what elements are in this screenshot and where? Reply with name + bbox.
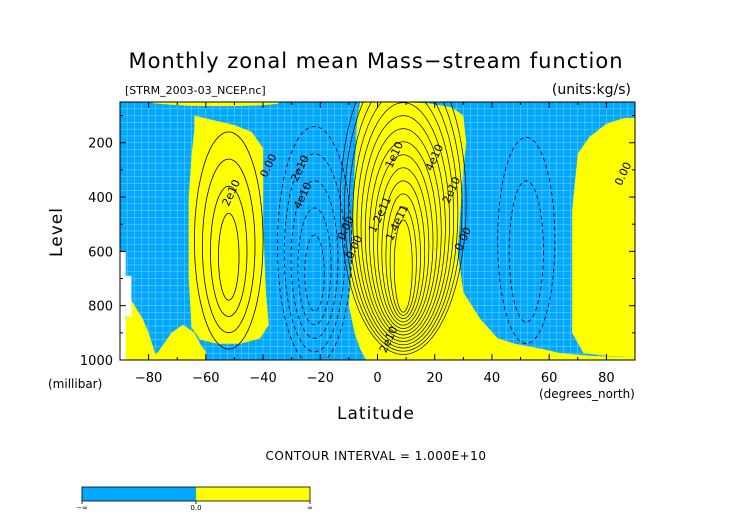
chart-subtitle: [STRM_2003-03_NCEP.nc] — [125, 84, 266, 97]
contour-line-tropical-cell — [344, 102, 463, 352]
x-tick-label: 40 — [484, 371, 501, 386]
contour-line-tropical-cell — [393, 219, 413, 313]
contour-line-south-cell — [201, 158, 256, 334]
x-unit-label: (degrees_north) — [539, 387, 635, 401]
contour-line-north-negative — [497, 136, 556, 345]
chart-title: Monthly zonal mean Mass−stream function — [128, 49, 623, 73]
contour-line-tropical-cell — [339, 102, 467, 355]
y-tick-label: 600 — [88, 245, 113, 260]
x-axis: −80 −60 −40 −20 0 20 40 60 80 — [119, 102, 636, 386]
positive-region-south-lower — [151, 324, 206, 360]
x-tick-label: −80 — [135, 371, 162, 386]
x-tick-label: 80 — [598, 371, 615, 386]
contour-line-tropical-cell — [368, 141, 438, 333]
contour-line-tropical-cell — [356, 102, 450, 342]
contour-line-tropical-cell — [348, 102, 459, 349]
x-tick-label: 60 — [541, 371, 558, 386]
y-tick-label: 200 — [88, 137, 113, 152]
contour-line-tropical-cell — [373, 154, 434, 329]
contour-line-tropical-cell — [377, 167, 430, 326]
colorbar-segment — [82, 487, 196, 501]
y-unit-label: (millibar) — [48, 377, 102, 391]
x-tick-label: −40 — [249, 371, 276, 386]
colorbar-segment — [196, 487, 310, 501]
colorbar: −∞ 0.0 ∞ — [76, 486, 313, 512]
contour-line-tropical-cell — [364, 128, 442, 336]
colorbar-label: −∞ — [76, 504, 88, 512]
contour-line-negative-cell — [283, 153, 346, 353]
units-label: (units:kg/s) — [552, 82, 631, 98]
contour-line-tropical-cell — [389, 206, 417, 316]
positive-region-top-left — [148, 102, 281, 107]
contour-line-south-cell — [193, 131, 264, 350]
positive-region-north-edge — [572, 117, 635, 358]
contour-lines — [193, 102, 556, 360]
contour-line-tropical-cell — [385, 193, 421, 320]
y-tick-label: 800 — [88, 300, 113, 315]
x-tick-label: −20 — [307, 371, 334, 386]
y-tick-label: 1000 — [80, 354, 113, 369]
y-tick-label: 400 — [88, 191, 113, 206]
contour-line-north-negative — [508, 180, 544, 323]
contour-line-negative-cell — [297, 207, 332, 326]
x-tick-label: −60 — [192, 371, 219, 386]
contour-line-negative-cell — [304, 234, 325, 312]
x-tick-label: 20 — [426, 371, 443, 386]
contour-line-tropical-cell — [381, 180, 426, 323]
contour-line-south-cell — [217, 212, 240, 301]
contour-interval-label: CONTOUR INTERVAL = 1.000E+10 — [266, 449, 487, 463]
y-axis: 200 400 600 800 1000 — [80, 115, 635, 369]
positive-region-tropical-cell — [348, 102, 635, 360]
positive-region-south-cell — [188, 115, 269, 344]
contour-line-negative-cell — [276, 125, 353, 360]
positive-regions — [120, 102, 635, 360]
y-axis-title: Level — [47, 207, 67, 257]
contour-line-tropical-cell — [352, 102, 455, 346]
contour-line-negative-cell — [290, 180, 339, 339]
contour-line-south-cell — [209, 185, 248, 317]
x-axis-title: Latitude — [337, 404, 415, 424]
colorbar-label: ∞ — [307, 504, 313, 512]
colorbar-label: 0.0 — [190, 504, 201, 512]
x-tick-label: 0 — [373, 371, 381, 386]
contour-line-tropical-cell — [360, 115, 446, 339]
